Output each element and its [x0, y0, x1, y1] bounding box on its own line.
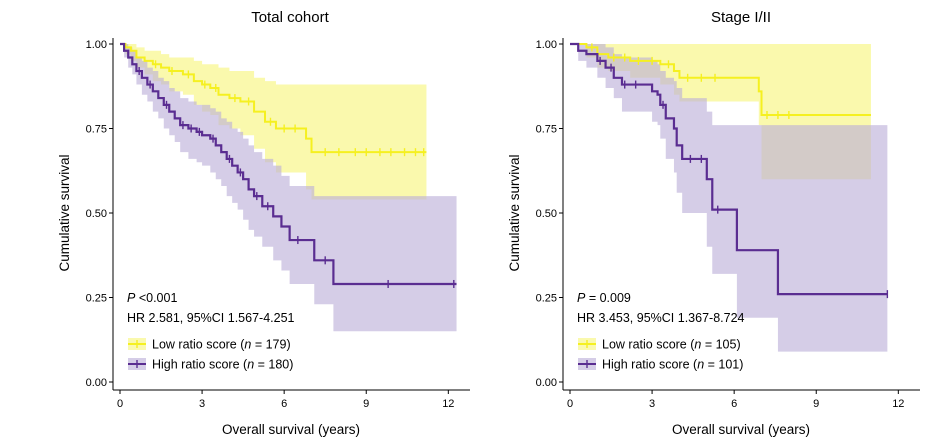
confidence-band-high — [120, 44, 457, 332]
legend-n-label: n — [694, 338, 701, 352]
legend-n-value: = 101) — [704, 358, 743, 372]
legend-n-label: n — [697, 358, 704, 372]
legend-n-value: = 179) — [251, 338, 290, 352]
x-tick-label: 3 — [199, 398, 205, 410]
p-value: <0.001 — [135, 291, 177, 305]
p-value-text: P <0.001 — [127, 291, 177, 305]
y-tick-label: 0.75 — [86, 124, 107, 136]
y-tick-label: 0.25 — [536, 293, 557, 305]
x-tick-label: 9 — [363, 398, 369, 410]
y-tick-label: 0.00 — [86, 377, 107, 389]
legend-series-name: Low ratio score — [602, 338, 687, 352]
p-value: = 0.009 — [585, 291, 631, 305]
legend-series-name: Low ratio score — [152, 338, 237, 352]
y-tick-label: 0.25 — [86, 293, 107, 305]
legend-label-low: Low ratio score (n = 179) — [152, 338, 291, 352]
x-tick-label: 12 — [892, 398, 904, 410]
survival-line-low — [570, 43, 871, 116]
y-axis-title: Cumulative survival — [507, 154, 522, 271]
km-plot-1: Total cohort 0.00 0.25 0.50 0.75 1.00 0 3 6 9 12 Ov… — [57, 9, 470, 437]
x-tick-label: 6 — [731, 398, 737, 410]
legend-series-name: High ratio score — [602, 358, 690, 372]
hazard-ratio-text: HR 2.581, 95%CI 1.567-4.251 — [127, 311, 295, 325]
confidence-band-high — [570, 44, 888, 352]
x-tick-label: 12 — [442, 398, 454, 410]
km-plot-2: Stage I/II 0.00 0.25 0.50 0.75 1.00 0 3 6 9 12 Over… — [507, 9, 920, 437]
y-tick-label: 0.50 — [536, 208, 557, 220]
legend-paren: ( — [237, 338, 245, 352]
legend-label-low: Low ratio score (n = 105) — [602, 338, 741, 352]
y-tick-label: 1.00 — [86, 39, 107, 51]
legend-paren: ( — [690, 358, 698, 372]
y-tick-label: 1.00 — [536, 39, 557, 51]
y-tick-label: 0.50 — [86, 208, 107, 220]
y-axis-title: Cumulative survival — [57, 154, 72, 271]
legend-n-value: = 105) — [701, 338, 740, 352]
legend-n-value: = 180) — [254, 358, 293, 372]
x-axis-title: Overall survival (years) — [222, 422, 360, 437]
legend-n-label: n — [244, 338, 251, 352]
legend-label-high: High ratio score (n = 180) — [152, 358, 293, 372]
x-tick-label: 3 — [649, 398, 655, 410]
x-tick-label: 6 — [281, 398, 287, 410]
y-tick-label: 0.75 — [536, 124, 557, 136]
survival-line-high — [120, 42, 457, 286]
legend-paren: ( — [240, 358, 248, 372]
x-tick-label: 9 — [813, 398, 819, 410]
legend-paren: ( — [687, 338, 695, 352]
y-tick-label: 0.00 — [536, 377, 557, 389]
x-tick-label: 0 — [567, 398, 573, 410]
chart-title: Stage I/II — [711, 9, 771, 26]
survival-line-high — [570, 42, 888, 296]
hazard-ratio-text: HR 3.453, 95%CI 1.367-8.724 — [577, 311, 745, 325]
chart-title: Total cohort — [251, 9, 329, 26]
x-axis-title: Overall survival (years) — [672, 422, 810, 437]
legend-label-high: High ratio score (n = 101) — [602, 358, 743, 372]
x-tick-label: 0 — [117, 398, 123, 410]
legend-series-name: High ratio score — [152, 358, 240, 372]
p-value-text: P = 0.009 — [577, 291, 631, 305]
p-label: P — [127, 291, 136, 305]
p-label: P — [577, 291, 586, 305]
legend-n-label: n — [247, 358, 254, 372]
